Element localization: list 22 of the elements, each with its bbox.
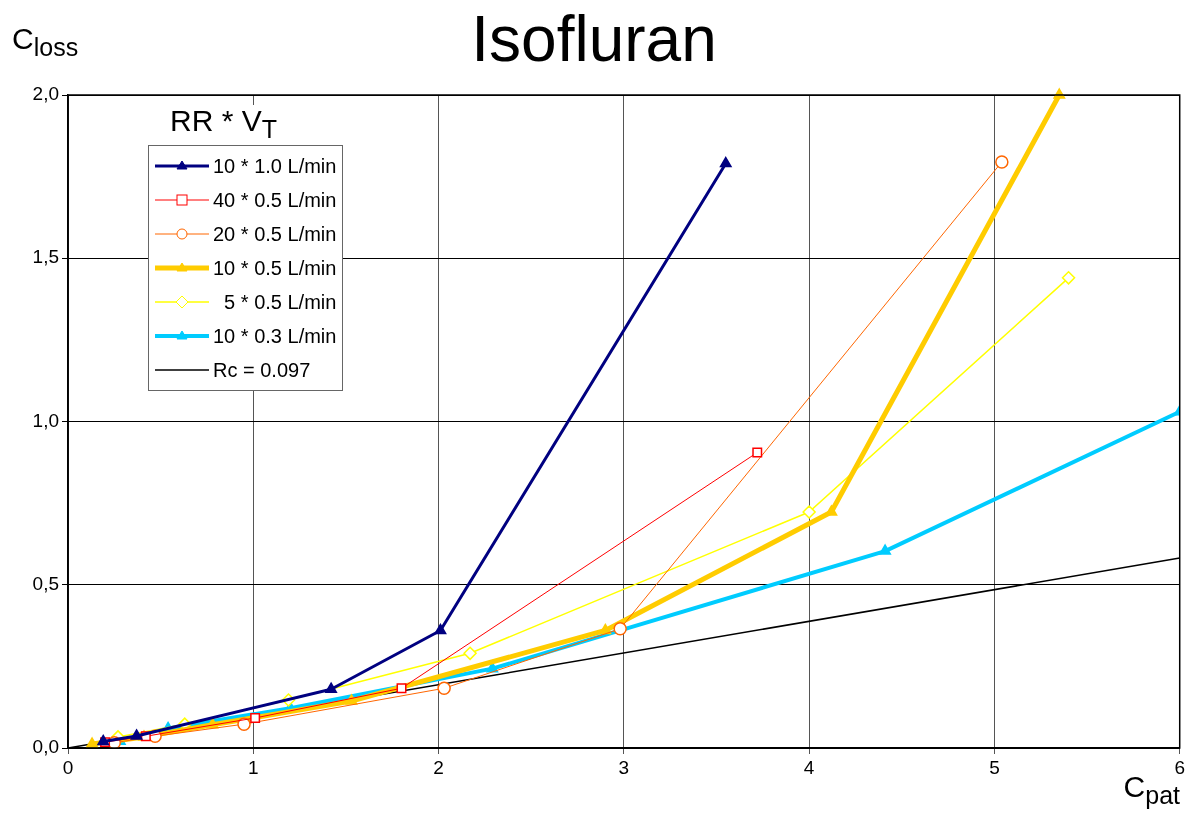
legend-label: 10 * 0.3 L/min <box>213 324 337 348</box>
x-tick-label: 5 <box>989 756 1000 778</box>
legend-label: Rc = 0.097 <box>213 358 311 382</box>
x-tick-label: 1 <box>248 756 259 778</box>
legend-label: 10 * 1.0 L/min <box>213 154 337 178</box>
x-tick-label: 2 <box>433 756 444 778</box>
chart-title: Isofluran <box>471 3 717 75</box>
legend-label: 40 * 0.5 L/min <box>213 188 337 212</box>
x-tick-label: 3 <box>618 756 630 778</box>
legend-label: 10 * 0.5 L/min <box>213 256 337 280</box>
x-tick-label: 0 <box>62 756 74 778</box>
legend-label: 20 * 0.5 L/min <box>213 222 337 246</box>
legend-title: RR * V$_{T}$ <box>166 104 281 145</box>
y-axis-title: C$_{loss}$ <box>12 22 79 62</box>
y-tick-label: 0,0 <box>32 736 59 758</box>
y-tick-label: 2,0 <box>32 83 59 105</box>
y-tick-label: 0,5 <box>32 572 59 594</box>
x-tick-label: 6 <box>1174 756 1186 778</box>
y-tick-label: 1,5 <box>32 246 59 268</box>
y-tick-label: 1,0 <box>32 409 59 431</box>
x-tick-label: 4 <box>803 756 815 778</box>
legend-label: 5 * 0.5 L/min <box>223 290 337 314</box>
